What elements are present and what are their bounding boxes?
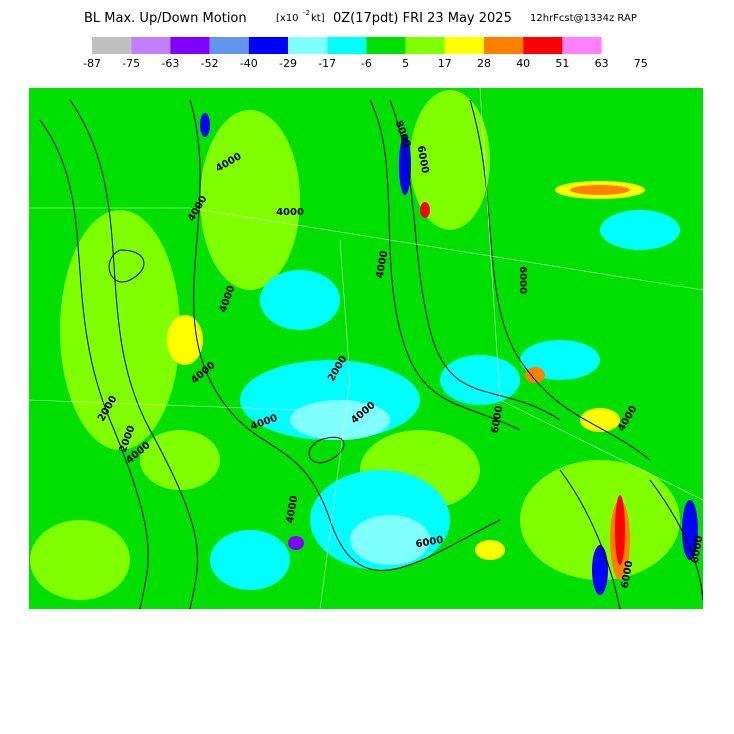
- colorbar-label: 5: [402, 57, 409, 70]
- colorbar: -87 -75 -63 -52 -40 -29 -17 -6 5 17 28 40 51 63 75: [83, 37, 648, 70]
- colorbar-label: 75: [634, 57, 648, 70]
- colorbar-swatch: [523, 37, 563, 54]
- colorbar-label: -6: [361, 57, 372, 70]
- field-red: [420, 202, 625, 565]
- forecast-info: 12hrFcst@1334z RAP: [530, 13, 637, 24]
- field-purple: [288, 536, 304, 550]
- field-blue: [200, 113, 698, 595]
- field-yellow: [167, 181, 645, 560]
- colorbar-swatch: [327, 37, 367, 54]
- colorbar-swatch: [444, 37, 484, 54]
- colorbar-label: 51: [555, 57, 569, 70]
- contour-label: 4000: [285, 495, 301, 524]
- units-suffix: kt]: [311, 13, 325, 24]
- contour-label: 4000: [276, 207, 304, 218]
- contour-label: 6000: [690, 535, 706, 564]
- colorbar-label: -52: [201, 57, 219, 70]
- map: 4000400040002000400020004000400040002000…: [29, 88, 706, 609]
- colorbar-label: 17: [438, 57, 452, 70]
- field-lightcyan: [290, 400, 430, 565]
- colorbar-swatch: [405, 37, 445, 54]
- valid-time: 0Z(17pdt) FRI 23 May 2025: [333, 11, 512, 26]
- state-borders: [29, 88, 703, 609]
- colorbar-swatch: [484, 37, 524, 54]
- colorbar-swatch: [562, 37, 602, 54]
- colorbar-swatch: [92, 37, 132, 54]
- colorbar-label: 63: [595, 57, 609, 70]
- colorbar-label: -63: [161, 57, 179, 70]
- title: BL Max. Up/Down Motion: [84, 11, 247, 26]
- units-exponent: -2: [303, 9, 310, 17]
- contour-label: 4000: [375, 250, 391, 279]
- units-prefix: [x10: [276, 13, 299, 24]
- contour-label: 6000: [517, 266, 528, 294]
- colorbar-label: -75: [122, 57, 140, 70]
- contour-label: 6000: [415, 145, 431, 174]
- colorbar-label: -40: [240, 57, 258, 70]
- colorbar-label: -29: [279, 57, 297, 70]
- colorbar-swatch: [170, 37, 210, 54]
- colorbar-swatch: [131, 37, 171, 54]
- colorbar-label: 40: [516, 57, 530, 70]
- contour-label: 6000: [490, 405, 506, 434]
- contour-label: 6000: [415, 535, 444, 551]
- colorbar-label: -17: [318, 57, 336, 70]
- colorbar-swatch: [248, 37, 288, 54]
- colorbar-swatch: [366, 37, 406, 54]
- colorbar-swatch: [288, 37, 328, 54]
- colorbar-label: -87: [83, 57, 101, 70]
- colorbar-swatch: [209, 37, 249, 54]
- colorbar-label: 28: [477, 57, 491, 70]
- contour-label: 6000: [620, 560, 636, 589]
